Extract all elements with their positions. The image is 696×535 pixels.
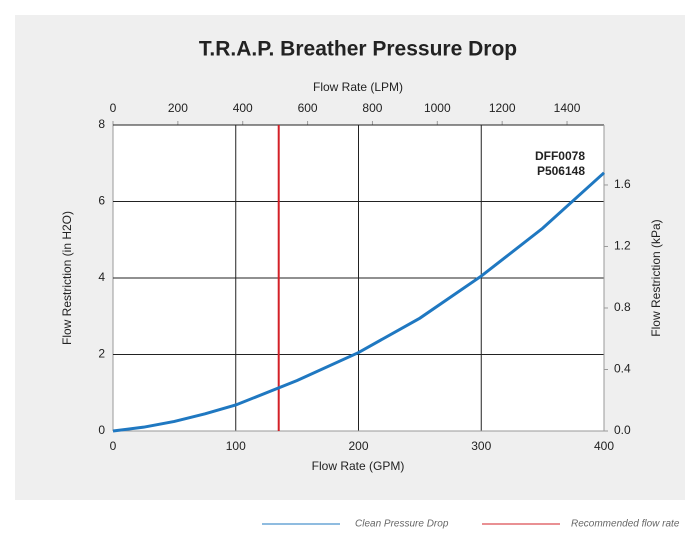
x2-tick-label: 1000 xyxy=(424,101,451,115)
y-tick-label: 6 xyxy=(98,194,105,208)
x-tick-label: 300 xyxy=(471,439,491,453)
y2-tick-label: 1.6 xyxy=(614,177,631,191)
data-line xyxy=(112,171,606,433)
x-tick-label: 200 xyxy=(348,439,368,453)
x2-tick-label: 1200 xyxy=(489,101,516,115)
x-tick-label: 400 xyxy=(594,439,614,453)
y-axis-label: Flow Restriction (in H2O) xyxy=(60,211,74,345)
x-tick-label: 100 xyxy=(226,439,246,453)
x2-tick-label: 400 xyxy=(233,101,253,115)
x2-tick-label: 600 xyxy=(298,101,318,115)
legend-label: Recommended flow rate xyxy=(571,519,680,530)
annotation: P506148 xyxy=(537,164,585,178)
x-tick-label: 0 xyxy=(110,439,117,453)
y2-tick-label: 1.2 xyxy=(614,239,631,253)
y2-tick-label: 0.8 xyxy=(614,300,631,314)
y2-tick-label: 0.0 xyxy=(614,423,631,437)
y-tick-label: 0 xyxy=(98,423,105,437)
y2-axis-label: Flow Restriction (kPa) xyxy=(649,219,663,336)
x-axis-label: Flow Rate (GPM) xyxy=(312,459,405,473)
chart-title: T.R.A.P. Breather Pressure Drop xyxy=(199,38,517,61)
x2-tick-label: 0 xyxy=(110,101,117,115)
y-tick-label: 2 xyxy=(98,347,105,361)
y-tick-label: 8 xyxy=(98,117,105,131)
x2-tick-label: 800 xyxy=(362,101,382,115)
x2-tick-label: 1400 xyxy=(554,101,581,115)
legend-label: Clean Pressure Drop xyxy=(355,519,449,530)
x2-axis-label: Flow Rate (LPM) xyxy=(313,80,403,94)
y2-tick-label: 0.4 xyxy=(614,362,631,376)
y-tick-label: 4 xyxy=(98,270,105,284)
x2-tick-label: 200 xyxy=(168,101,188,115)
annotation: DFF0078 xyxy=(535,149,585,163)
